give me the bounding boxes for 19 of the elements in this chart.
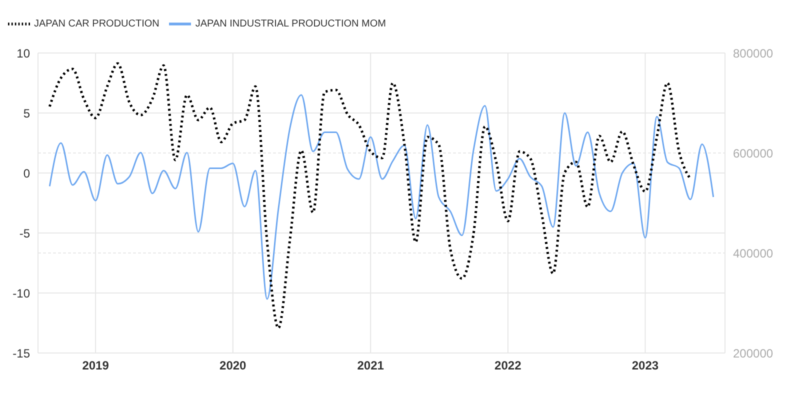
y2-tick-label: 200000 [733,346,774,360]
y-tick-label: -10 [12,286,30,300]
line-series [48,62,692,330]
x-tick-label: 2021 [357,358,384,373]
y-tick-label: 0 [23,166,30,180]
y2-tick-label: 400000 [733,246,774,260]
x-tick-label: 2023 [632,358,659,373]
x-tick-label: 2020 [220,358,247,373]
y-tick-label: -5 [19,226,30,240]
legend-label: JAPAN INDUSTRIAL PRODUCTION MOM [195,18,386,30]
x-tick-label: 2022 [494,358,522,373]
y-tick-label: 10 [16,46,30,60]
x-tick-label: 2019 [82,358,110,373]
y-tick-label: -15 [12,346,30,360]
line-series [48,94,714,300]
y2-tick-label: 600000 [733,146,774,160]
y2-tick-label: 800000 [733,46,774,60]
y-tick-label: 5 [23,106,30,120]
legend-label: JAPAN CAR PRODUCTION [34,18,160,30]
